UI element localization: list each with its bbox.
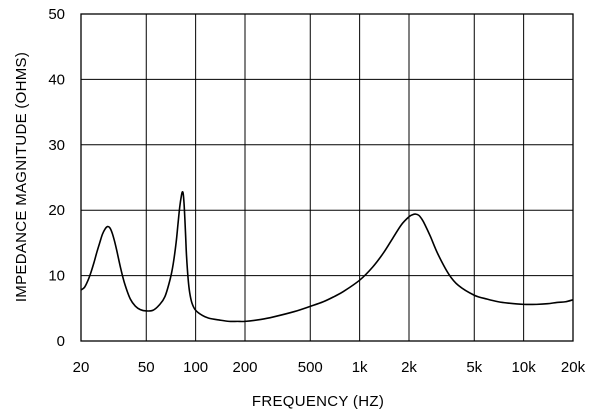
x-axis-label: FREQUENCY (HZ) bbox=[252, 393, 384, 410]
y-tick-label: 40 bbox=[48, 71, 65, 88]
x-tick-label: 20k bbox=[561, 359, 586, 376]
x-tick-labels: 20 50 100 200 500 1k 2k 5k 10k 20k bbox=[73, 359, 586, 376]
y-tick-label: 10 bbox=[48, 268, 65, 285]
x-tick-label: 1k bbox=[352, 359, 368, 376]
series-layer bbox=[80, 191, 574, 323]
y-tick-labels: 0 10 20 30 40 50 bbox=[48, 6, 65, 350]
grid-lines bbox=[80, 13, 574, 342]
x-tick-label: 10k bbox=[512, 359, 537, 376]
plot-frame bbox=[80, 13, 574, 342]
x-tick-label: 20 bbox=[73, 359, 90, 376]
x-tick-label: 500 bbox=[298, 359, 323, 376]
impedance-curve bbox=[80, 191, 574, 323]
y-tick-label: 0 bbox=[57, 333, 65, 350]
y-axis-label: IMPEDANCE MAGNITUDE (OHMS) bbox=[13, 52, 30, 302]
x-tick-label: 50 bbox=[138, 359, 155, 376]
x-tick-label: 2k bbox=[401, 359, 417, 376]
y-tick-label: 30 bbox=[48, 137, 65, 154]
x-tick-label: 5k bbox=[466, 359, 482, 376]
y-tick-label: 20 bbox=[48, 202, 65, 219]
y-tick-label: 50 bbox=[48, 6, 65, 23]
x-tick-label: 100 bbox=[183, 359, 208, 376]
x-tick-label: 200 bbox=[232, 359, 257, 376]
